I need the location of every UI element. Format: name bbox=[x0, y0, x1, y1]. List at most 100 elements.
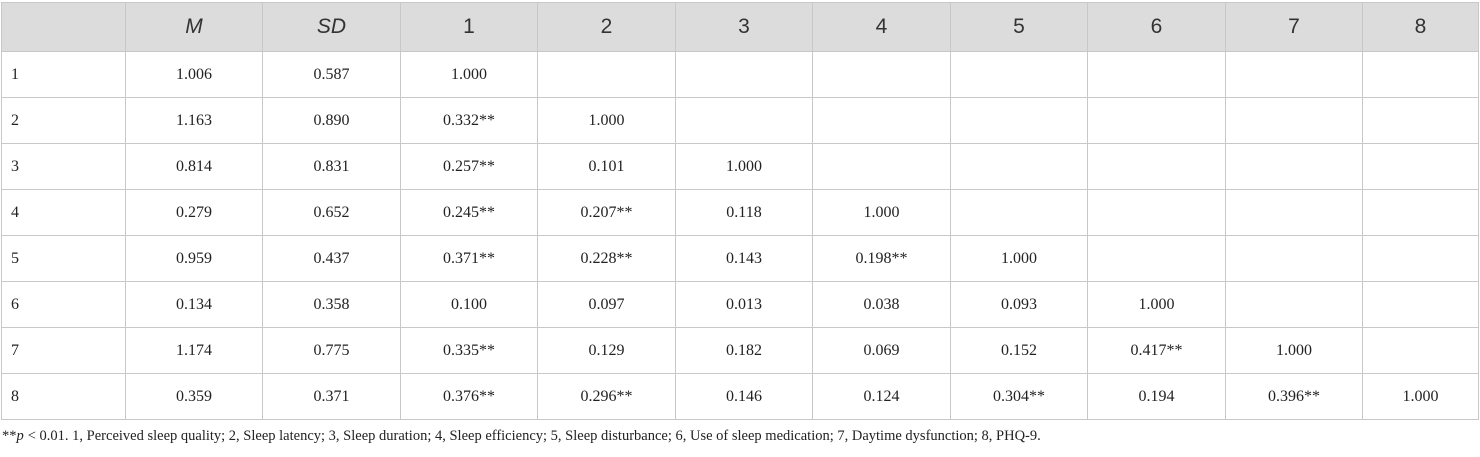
empty-cell bbox=[812, 143, 951, 190]
table-cell: 1.006 bbox=[125, 51, 263, 98]
table-cell: 0.358 bbox=[262, 281, 401, 328]
empty-cell bbox=[950, 97, 1088, 144]
row-label: 6 bbox=[1, 281, 126, 328]
table-cell: 0.257** bbox=[400, 143, 538, 190]
corner-cell bbox=[1, 2, 126, 52]
table-cell: 0.038 bbox=[812, 281, 951, 328]
table-cell: 0.371 bbox=[262, 373, 401, 420]
table-cell: 1.000 bbox=[950, 235, 1088, 282]
table-cell: 1.163 bbox=[125, 97, 263, 144]
empty-cell bbox=[1087, 51, 1226, 98]
empty-cell bbox=[812, 51, 951, 98]
table-cell: 0.101 bbox=[537, 143, 676, 190]
table-cell: 1.000 bbox=[537, 97, 676, 144]
table-cell: 0.124 bbox=[812, 373, 951, 420]
header-cell: 1 bbox=[400, 2, 538, 52]
empty-cell bbox=[1362, 97, 1479, 144]
table-cell: 0.376** bbox=[400, 373, 538, 420]
empty-cell bbox=[537, 51, 676, 98]
table-row: 3 0.814 0.831 0.257** 0.101 1.000 bbox=[1, 143, 1479, 190]
table-cell: 0.396** bbox=[1225, 373, 1363, 420]
table-cell: 0.143 bbox=[675, 235, 813, 282]
table-cell: 1.174 bbox=[125, 327, 263, 374]
row-label: 3 bbox=[1, 143, 126, 190]
table-cell: 0.775 bbox=[262, 327, 401, 374]
table-cell: 0.207** bbox=[537, 189, 676, 236]
table-cell: 0.831 bbox=[262, 143, 401, 190]
header-cell: SD bbox=[262, 2, 401, 52]
empty-cell bbox=[1087, 143, 1226, 190]
table-cell: 0.890 bbox=[262, 97, 401, 144]
row-label: 1 bbox=[1, 51, 126, 98]
header-cell: 7 bbox=[1225, 2, 1363, 52]
empty-cell bbox=[1225, 281, 1363, 328]
empty-cell bbox=[950, 189, 1088, 236]
table-cell: 0.152 bbox=[950, 327, 1088, 374]
row-label: 8 bbox=[1, 373, 126, 420]
empty-cell bbox=[675, 97, 813, 144]
table-row: 1 1.006 0.587 1.000 bbox=[1, 51, 1479, 98]
empty-cell bbox=[1225, 97, 1363, 144]
table-cell: 0.304** bbox=[950, 373, 1088, 420]
empty-cell bbox=[1225, 51, 1363, 98]
table-cell: 0.587 bbox=[262, 51, 401, 98]
header-cell: 6 bbox=[1087, 2, 1226, 52]
table-cell: 0.134 bbox=[125, 281, 263, 328]
table-cell: 0.279 bbox=[125, 189, 263, 236]
footnote-text: < 0.01. 1, Perceived sleep quality; 2, S… bbox=[27, 428, 1041, 444]
table-cell: 0.814 bbox=[125, 143, 263, 190]
table-cell: 0.335** bbox=[400, 327, 538, 374]
table-cell: 0.652 bbox=[262, 189, 401, 236]
table-cell: 0.245** bbox=[400, 189, 538, 236]
table-cell: 0.013 bbox=[675, 281, 813, 328]
table-cell: 0.228** bbox=[537, 235, 676, 282]
table-cell: 0.296** bbox=[537, 373, 676, 420]
table-cell: 0.194 bbox=[1087, 373, 1226, 420]
table-cell: 0.371** bbox=[400, 235, 538, 282]
empty-cell bbox=[1087, 97, 1226, 144]
table-row: 2 1.163 0.890 0.332** 1.000 bbox=[1, 97, 1479, 144]
header-cell: 8 bbox=[1362, 2, 1479, 52]
empty-cell bbox=[1362, 327, 1479, 374]
row-label: 2 bbox=[1, 97, 126, 144]
header-cell: M bbox=[125, 2, 263, 52]
table-cell: 0.097 bbox=[537, 281, 676, 328]
row-label: 4 bbox=[1, 189, 126, 236]
table-cell: 1.000 bbox=[675, 143, 813, 190]
table-row: 7 1.174 0.775 0.335** 0.129 0.182 0.069 0.152 0.… bbox=[1, 327, 1479, 374]
table-cell: 0.417** bbox=[1087, 327, 1226, 374]
empty-cell bbox=[1225, 143, 1363, 190]
footnote: **p < 0.01. 1, Perceived sleep quality; 2… bbox=[2, 428, 1041, 445]
table-cell: 1.000 bbox=[1087, 281, 1226, 328]
empty-cell bbox=[1087, 189, 1226, 236]
empty-cell bbox=[1362, 281, 1479, 328]
table-cell: 1.000 bbox=[400, 51, 538, 98]
table-cell: 0.959 bbox=[125, 235, 263, 282]
table-cell: 0.146 bbox=[675, 373, 813, 420]
table-cell: 0.093 bbox=[950, 281, 1088, 328]
table-cell: 0.198** bbox=[812, 235, 951, 282]
row-label: 5 bbox=[1, 235, 126, 282]
header-row: M SD 1 2 3 4 5 6 7 8 bbox=[1, 2, 1479, 52]
empty-cell bbox=[1362, 51, 1479, 98]
header-cell: 4 bbox=[812, 2, 951, 52]
table-cell: 0.129 bbox=[537, 327, 676, 374]
table-row: 5 0.959 0.437 0.371** 0.228** 0.143 0.198** 1.0… bbox=[1, 235, 1479, 282]
correlation-table: M SD 1 2 3 4 5 6 7 8 1 1.006 0.587 1.000 2 1.163 0.890 0… bbox=[1, 2, 1479, 420]
empty-cell bbox=[950, 143, 1088, 190]
table-cell: 1.000 bbox=[812, 189, 951, 236]
table-cell: 0.100 bbox=[400, 281, 538, 328]
empty-cell bbox=[812, 97, 951, 144]
table-cell: 1.000 bbox=[1225, 327, 1363, 374]
header-cell: 3 bbox=[675, 2, 813, 52]
footnote-mark: ** bbox=[2, 428, 17, 444]
row-label: 7 bbox=[1, 327, 126, 374]
table-cell: 0.437 bbox=[262, 235, 401, 282]
empty-cell bbox=[1087, 235, 1226, 282]
table-row: 8 0.359 0.371 0.376** 0.296** 0.146 0.124 0.304… bbox=[1, 373, 1479, 420]
table-cell: 1.000 bbox=[1362, 373, 1479, 420]
table-cell: 0.069 bbox=[812, 327, 951, 374]
table-cell: 0.118 bbox=[675, 189, 813, 236]
table-cell: 0.332** bbox=[400, 97, 538, 144]
